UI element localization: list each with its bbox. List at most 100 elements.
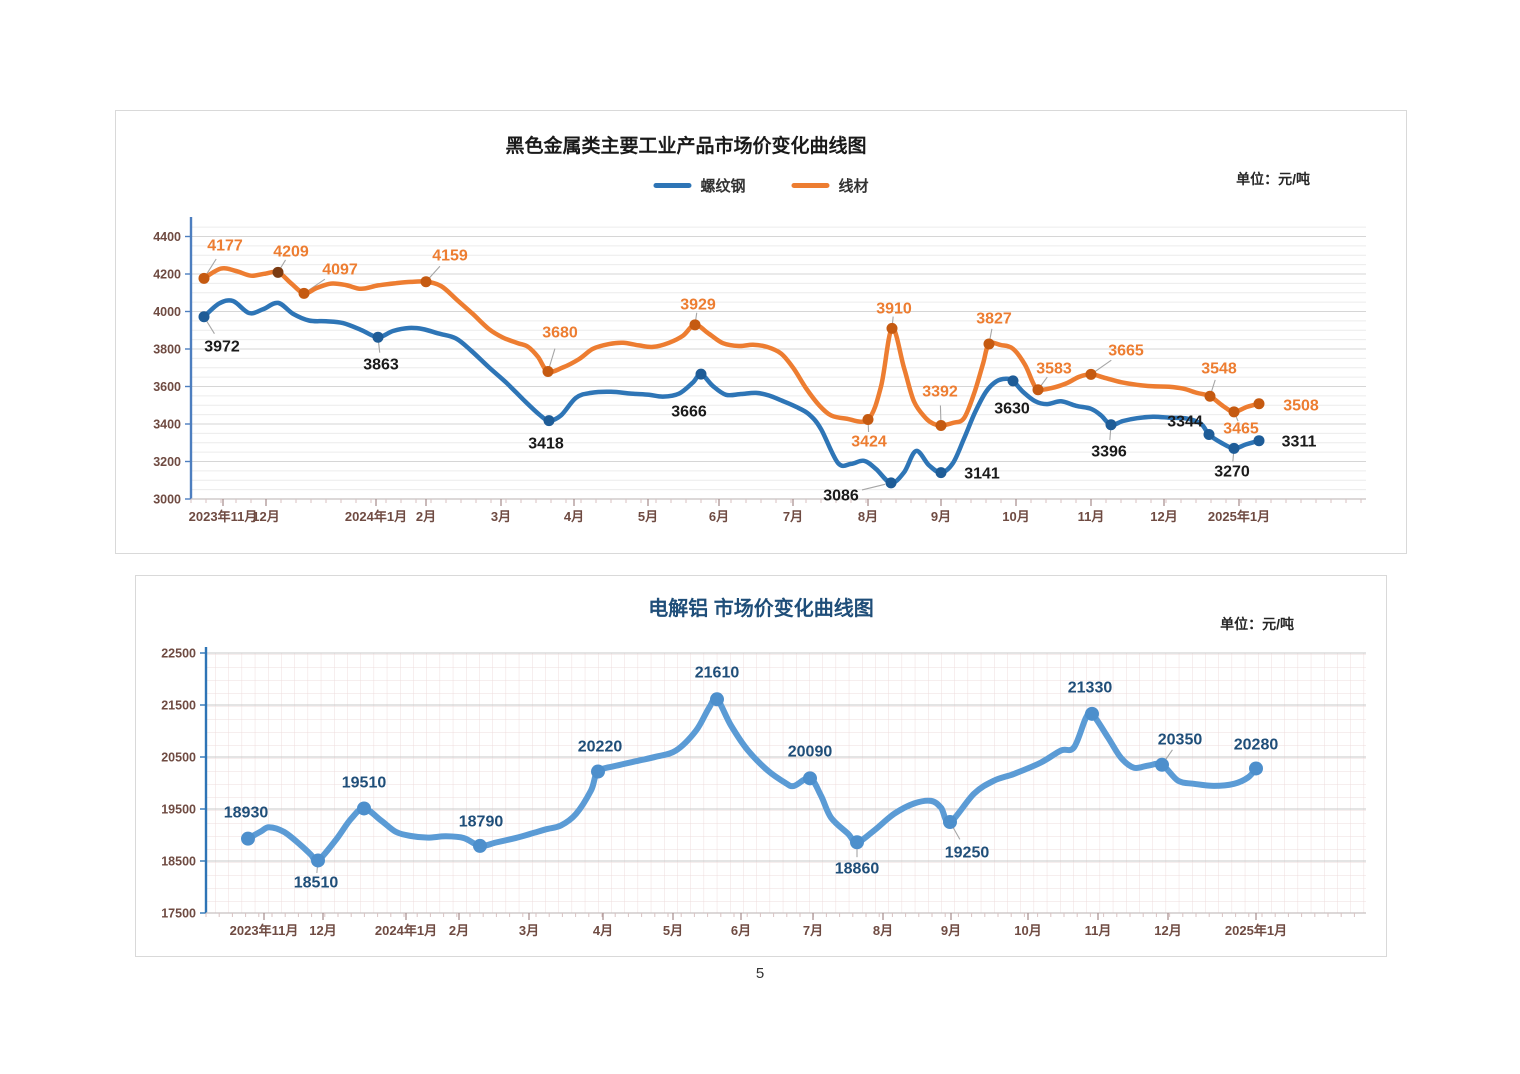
- wire-rod-marker: [420, 276, 432, 288]
- label-leader-line: [205, 319, 215, 335]
- rebar-marker: [372, 331, 384, 343]
- wire-rod-data-label: 3424: [851, 434, 887, 451]
- label-leader-line: [548, 348, 556, 367]
- aluminum-marker: [850, 835, 864, 850]
- y-tick-label: 3200: [153, 455, 181, 469]
- ferrous-metals-chart-panel: 黑色金属类主要工业产品市场价变化曲线图 单位：元/吨 螺纹钢 线材 3000 320…: [115, 110, 1407, 554]
- aluminum-data-label: 18930: [224, 805, 269, 822]
- wire-rod-data-label: 4097: [322, 262, 358, 279]
- label-leader-line: [861, 483, 886, 491]
- rebar-line: [201, 298, 1262, 486]
- x-tick-label: 2023年11月: [230, 923, 299, 938]
- wire-rod-marker: [983, 338, 995, 350]
- x-tick-label: 3月: [491, 509, 511, 524]
- aluminum-marker: [1249, 761, 1263, 776]
- aluminum-marker: [1085, 706, 1099, 721]
- rebar-series: 3972 3863 3418 3666 3086 3141 3630 3396 3344 3270…: [198, 298, 1317, 505]
- x-tick-label: 12月: [1150, 509, 1177, 524]
- label-leader-line: [428, 265, 441, 279]
- ferrous-unit-label: 单位：元/吨: [1236, 171, 1310, 187]
- x-tick-label: 2月: [416, 509, 436, 524]
- aluminum-data-label: 18860: [835, 861, 880, 878]
- x-tick-label: 2024年1月: [375, 923, 437, 938]
- rebar-marker: [543, 415, 555, 427]
- wire-rod-data-label: 4209: [273, 244, 309, 261]
- wire-rod-line: [201, 266, 1262, 428]
- rebar-data-label: 3418: [528, 436, 564, 453]
- rebar-marker: [1105, 419, 1117, 431]
- aluminum-plot-area: 17500 18500 19500 20500 21500 22500 2023年11月 12…: [161, 647, 1366, 938]
- y-tick-label: 18500: [161, 855, 196, 869]
- rebar-data-label: 3630: [994, 401, 1030, 418]
- wire-rod-data-label: 3465: [1223, 421, 1259, 438]
- aluminum-marker: [311, 853, 325, 868]
- wire-rod-series: 4177 4209 4097 4159 3680 3929 3424 3910 3392 3827…: [198, 238, 1319, 451]
- x-tick-label: 8月: [858, 509, 878, 524]
- wire-rod-marker: [935, 420, 947, 431]
- wire-rod-marker: [272, 266, 284, 278]
- rebar-marker: [1253, 435, 1265, 447]
- x-tick-label: 9月: [941, 923, 961, 938]
- rebar-data-label: 3972: [204, 339, 240, 356]
- y-tick-label: 22500: [161, 647, 196, 661]
- wire-rod-data-label: 3929: [680, 297, 716, 314]
- x-tick-label: 12月: [252, 509, 279, 524]
- y-tick-label: 3000: [153, 493, 181, 507]
- rebar-marker: [695, 368, 707, 380]
- wire-rod-marker: [198, 272, 210, 284]
- aluminum-data-label: 21610: [695, 665, 740, 682]
- label-leader-line: [1094, 359, 1112, 372]
- x-tick-label: 2月: [449, 923, 469, 938]
- aluminum-marker: [241, 831, 255, 846]
- x-tick-label: 7月: [783, 509, 803, 524]
- label-leader-line: [206, 258, 217, 275]
- legend-item-wire-rod: 线材: [791, 175, 869, 196]
- wire-rod-marker: [1228, 406, 1240, 418]
- y-tick-label: 4000: [153, 305, 181, 319]
- x-tick-label: 6月: [731, 923, 751, 938]
- y-tick-label: 4200: [153, 268, 181, 282]
- x-tick-label: 4月: [593, 923, 613, 938]
- rebar-marker: [1228, 442, 1240, 454]
- x-tick-label: 8月: [873, 923, 893, 938]
- rebar-data-label: 3666: [671, 404, 707, 421]
- x-tick-label: 12月: [1154, 923, 1181, 938]
- y-tick-label: 3800: [153, 343, 181, 357]
- aluminum-chart-panel: 电解铝 市场价变化曲线图 单位：元/吨 17500 18500 19500 20500…: [135, 575, 1387, 957]
- axes: 3000 3200 3400 3600 3800 4000 4200 4400 2023年11月…: [153, 217, 1366, 524]
- wire-rod-marker: [1204, 390, 1216, 402]
- x-tick-label: 6月: [709, 509, 729, 524]
- wire-rod-marker: [298, 287, 310, 299]
- aluminum-data-label: 20220: [578, 739, 623, 756]
- legend-item-rebar: 螺纹钢: [653, 175, 746, 196]
- x-tick-label: 11月: [1078, 509, 1105, 524]
- wire-rod-data-label: 4159: [432, 248, 468, 265]
- y-tick-label: 21500: [161, 699, 196, 713]
- wire-rod-data-label: 3665: [1108, 343, 1144, 360]
- aluminum-marker: [803, 771, 817, 786]
- rebar-data-label: 3311: [1282, 434, 1317, 451]
- page-number: 5: [755, 965, 765, 982]
- ferrous-legend: 螺纹钢 线材: [653, 175, 869, 196]
- x-tick-label: 2025年1月: [1225, 923, 1287, 938]
- aluminum-marker: [710, 692, 724, 707]
- x-tick-label: 4月: [564, 509, 584, 524]
- wire-rod-data-label: 3680: [542, 325, 578, 342]
- wire-rod-marker: [862, 414, 874, 425]
- rebar-marker: [198, 311, 210, 323]
- wire-rod-data-label: 3548: [1201, 361, 1237, 378]
- wire-rod-marker: [886, 322, 898, 334]
- aluminum-data-label: 18510: [294, 875, 339, 892]
- x-tick-label: 5月: [663, 923, 683, 938]
- rebar-data-label: 3863: [363, 357, 399, 374]
- wire-rod-data-label: 3508: [1283, 398, 1319, 415]
- wire-rod-data-label: 3910: [876, 301, 912, 318]
- x-tick-label: 7月: [803, 923, 823, 938]
- x-tick-label: 11月: [1085, 923, 1112, 938]
- legend-line-icon: [653, 183, 692, 188]
- aluminum-data-label: 20090: [788, 744, 833, 761]
- legend-line-icon: [791, 183, 830, 188]
- wire-rod-data-label: 3392: [922, 384, 958, 401]
- rebar-marker: [1007, 375, 1019, 387]
